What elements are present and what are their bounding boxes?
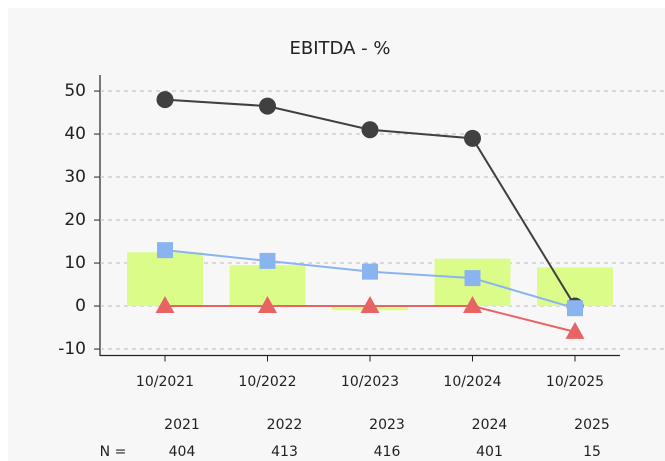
y-tick-label: -10 [58, 339, 86, 359]
footer-year: 2025 [574, 417, 610, 433]
footer-n-label: N = [100, 444, 127, 460]
point [360, 296, 380, 314]
y-tick-label: 10 [64, 253, 86, 273]
point [362, 263, 378, 280]
point [463, 296, 482, 314]
footer-year: 2022 [267, 417, 303, 433]
point [464, 270, 481, 287]
chart-title: EBITDA - % [290, 38, 391, 59]
footer-n: 15 [583, 444, 601, 460]
point [567, 300, 583, 317]
point [156, 91, 174, 109]
x-tick-label: 10/2025 [546, 374, 604, 390]
y-tick-label: 40 [64, 124, 86, 144]
footer-year: 2023 [369, 417, 405, 433]
footer-n: 416 [374, 444, 401, 460]
panel [8, 8, 665, 461]
x-tick-label: 10/2021 [136, 374, 194, 390]
y-tick-label: 0 [75, 296, 86, 316]
x-tick-label: 10/2024 [443, 374, 501, 390]
x-tick-label: 10/2022 [238, 374, 296, 390]
point [259, 252, 276, 269]
footer-n: 404 [169, 444, 196, 460]
footer-n: 413 [271, 444, 298, 460]
point [464, 129, 481, 147]
y-tick-label: 20 [64, 210, 86, 230]
point [259, 97, 276, 115]
point [258, 296, 277, 314]
y-tick-label: 50 [64, 81, 86, 101]
x-tick-label: 10/2023 [341, 374, 399, 390]
point [155, 296, 175, 314]
y-tick-label: 30 [64, 167, 86, 187]
footer-year: 2024 [472, 417, 508, 433]
point [157, 242, 173, 259]
point [361, 121, 379, 139]
footer-year: 2021 [164, 417, 200, 433]
footer-n: 401 [476, 444, 503, 460]
point [565, 321, 585, 339]
